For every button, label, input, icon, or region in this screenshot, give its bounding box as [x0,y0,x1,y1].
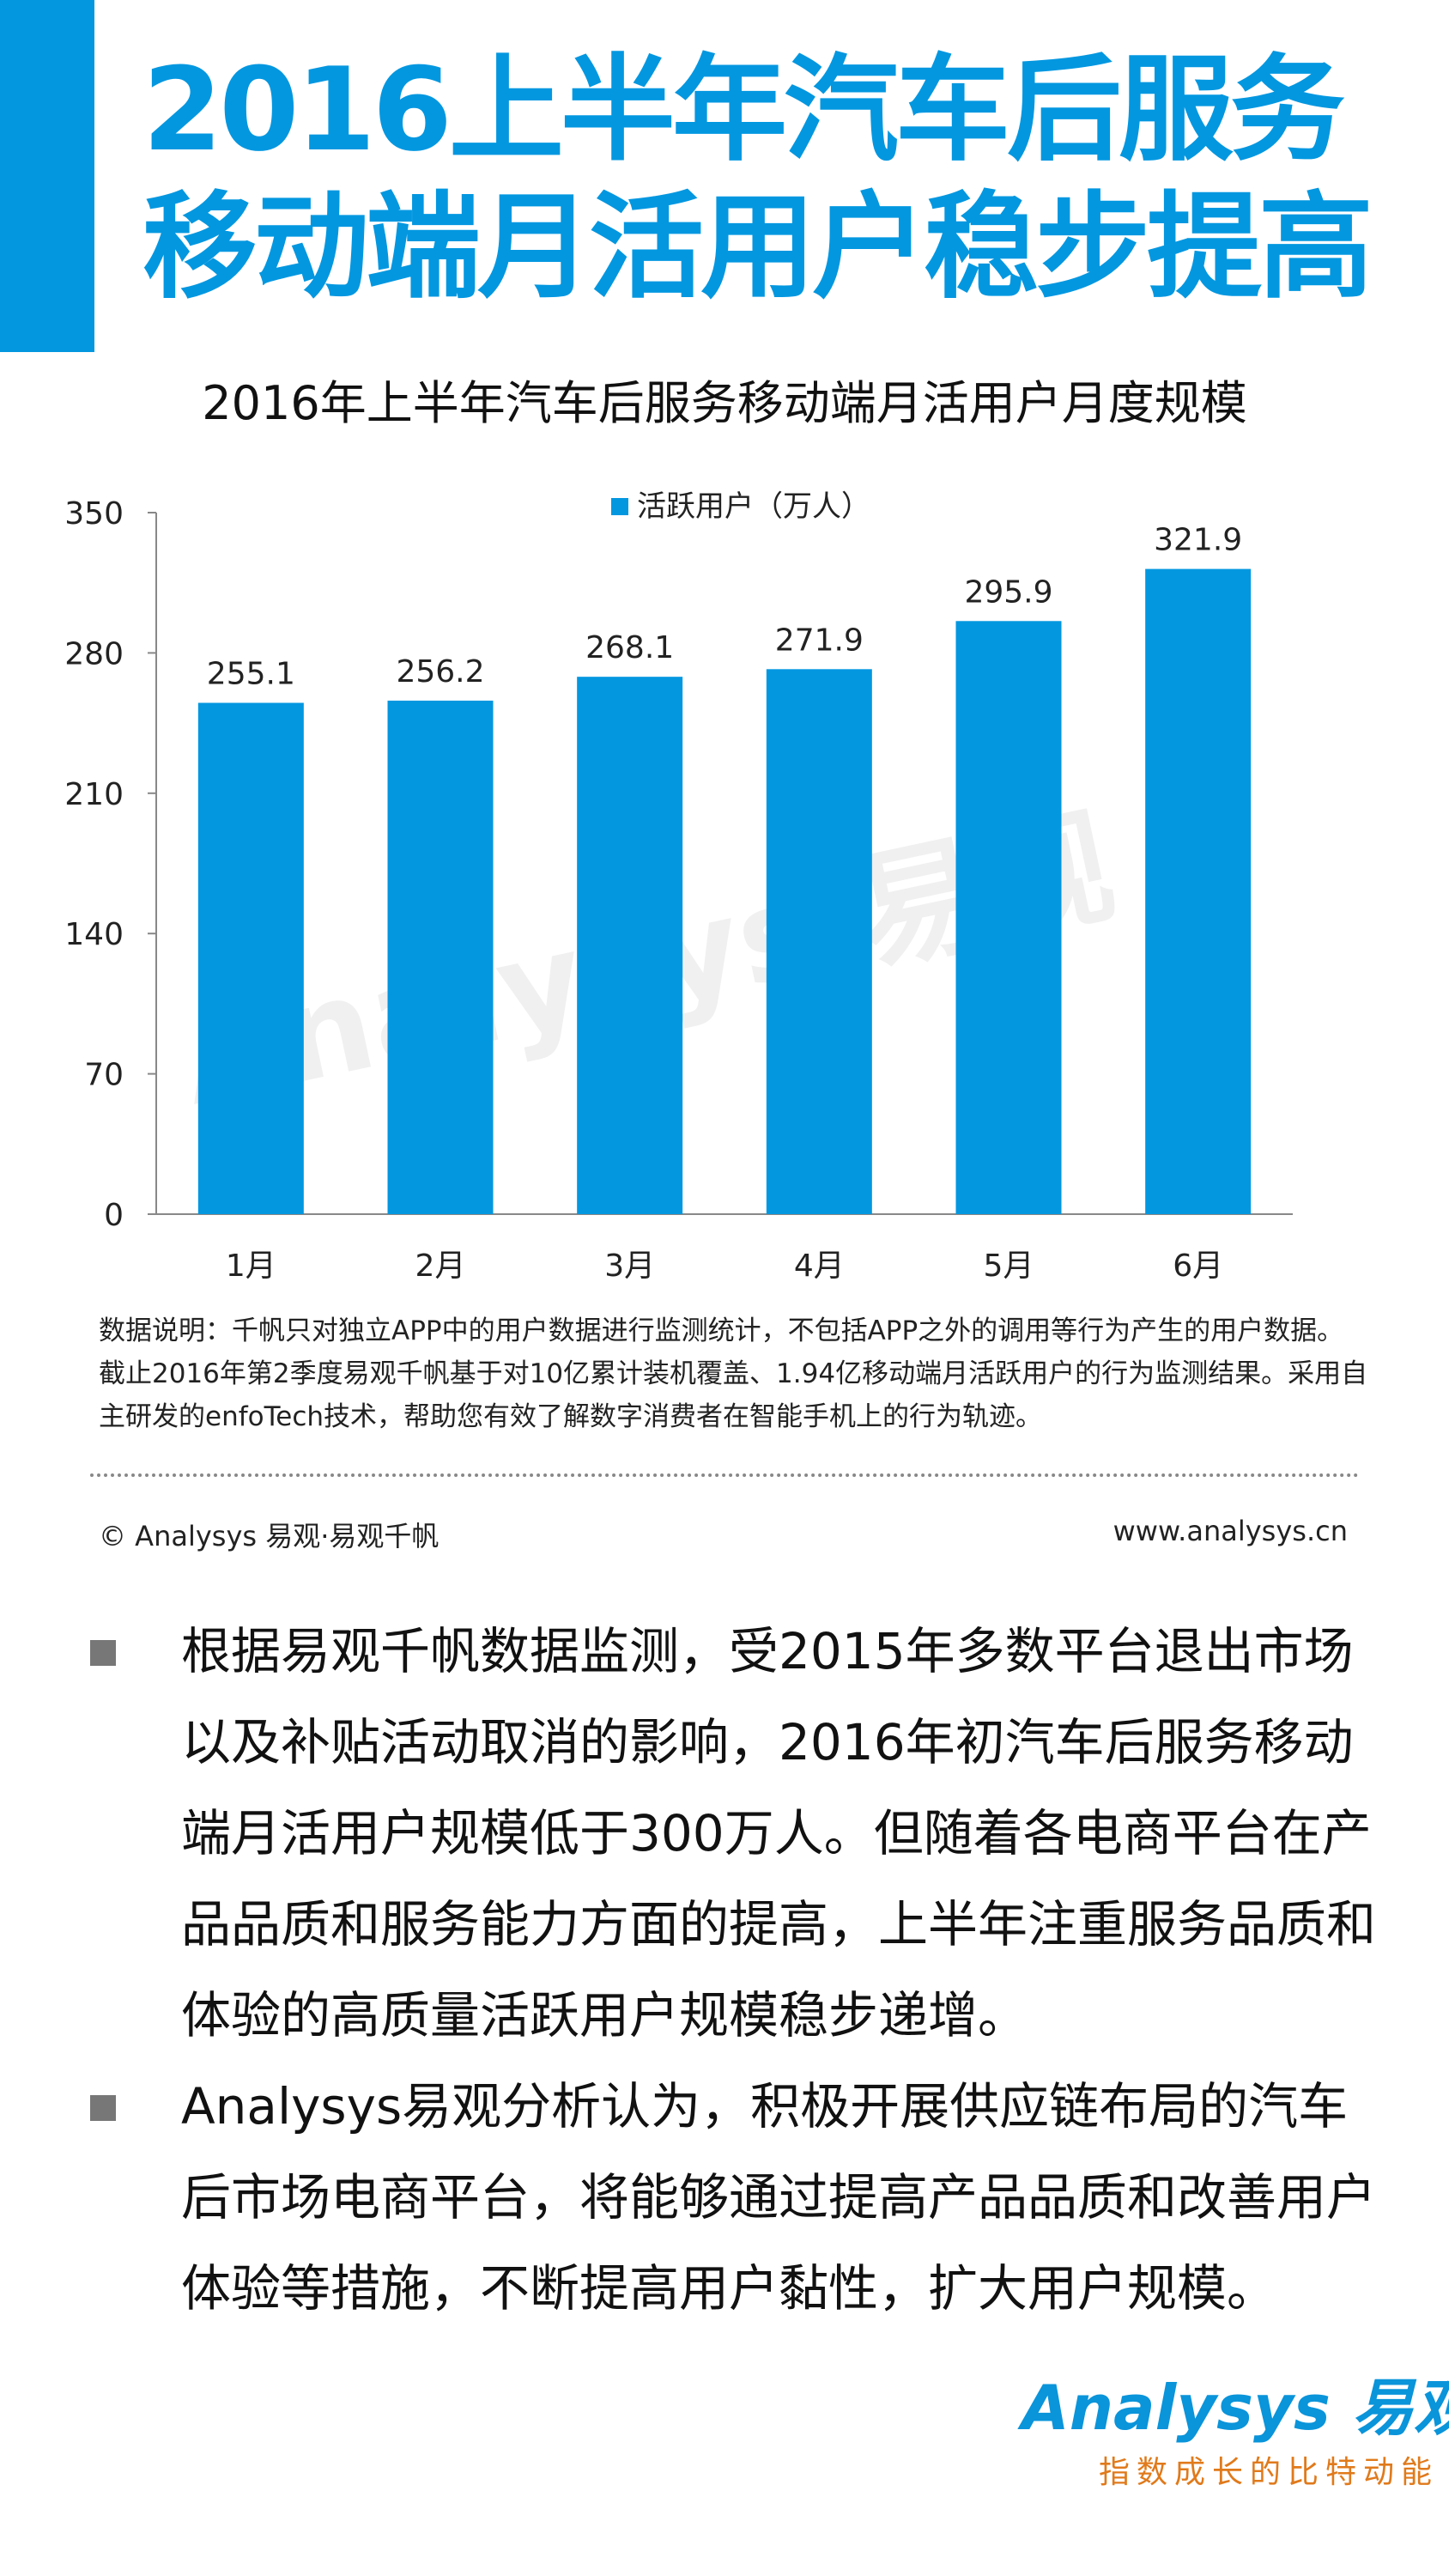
logo-tagline: 指数成长的比特动能 [1099,2455,1440,2490]
x-tick-label: 1月 [226,1249,276,1284]
analysys-logo: Analysys 易观 指数成长的比特动能 [1022,2357,1449,2492]
title-line-2: 移动端月活用户稳步提高 [142,180,1373,314]
bar [577,677,683,1214]
dotted-divider [90,1473,1359,1477]
x-tick-label: 3月 [604,1249,655,1284]
logo-brand: Analysys 易观 [1022,2372,1449,2444]
copyright: © Analysys 易观·易观千帆 [99,1520,440,1552]
bar-chart: 0 70 140 210 280 350 255.1 1月 256.2 2月 268.1 3月 271.… [64,489,1293,1284]
x-tick-label: 5月 [984,1249,1034,1284]
y-tick-label: 0 [104,1198,124,1233]
data-label: 256.2 [396,654,484,690]
data-note: 数据说明：千帆只对独立APP中的用户数据进行监测统计，不包括APP之外的调用等行… [99,1315,1368,1432]
bullet-item: 根据易观千帆数据监测，受2015年多数平台退出市场以及补贴活动取消的影响，201… [90,1606,1395,2061]
bar [766,669,872,1214]
bar [1145,568,1252,1214]
bullet-list: 根据易观千帆数据监测，受2015年多数平台退出市场以及补贴活动取消的影响，201… [90,1606,1395,2334]
website-link[interactable]: www.analysys.cn [1113,1515,1348,1547]
legend-swatch [611,498,628,515]
x-tick-label: 4月 [794,1249,845,1284]
y-tick-label: 70 [84,1058,124,1093]
data-label: 268.1 [585,630,674,665]
bar [955,621,1062,1214]
x-tick-label: 2月 [415,1249,466,1284]
y-tick-label: 350 [64,496,124,532]
bullet-square-icon [90,2095,116,2121]
data-label: 255.1 [207,657,295,692]
y-tick-label: 210 [64,777,124,812]
bullet-text: 根据易观千帆数据监测，受2015年多数平台退出市场以及补贴活动取消的影响，201… [181,1622,1377,2044]
x-tick-label: 6月 [1173,1249,1223,1284]
y-tick-label: 280 [64,636,124,671]
bullet-text: Analysys易观分析认为，积极开展供应链布局的汽车后市场电商平台，将能够通过… [181,2077,1377,2318]
accent-bar [0,0,94,352]
bullet-item: Analysys易观分析认为，积极开展供应链布局的汽车后市场电商平台，将能够通过… [90,2061,1395,2334]
chart-title: 2016年上半年汽车后服务移动端月活用户月度规模 [202,376,1247,430]
bar [387,700,494,1214]
bullet-square-icon [90,1640,116,1666]
data-label: 271.9 [775,623,864,658]
legend-label: 活跃用户（万人） [637,489,870,524]
title-line-1: 2016上半年汽车后服务 [142,43,1345,177]
page-title: 2016上半年汽车后服务 移动端月活用户稳步提高 [142,41,1373,316]
data-label: 295.9 [964,574,1052,610]
y-tick-label: 140 [64,917,124,952]
bar [197,702,304,1214]
data-label: 321.9 [1154,523,1242,558]
